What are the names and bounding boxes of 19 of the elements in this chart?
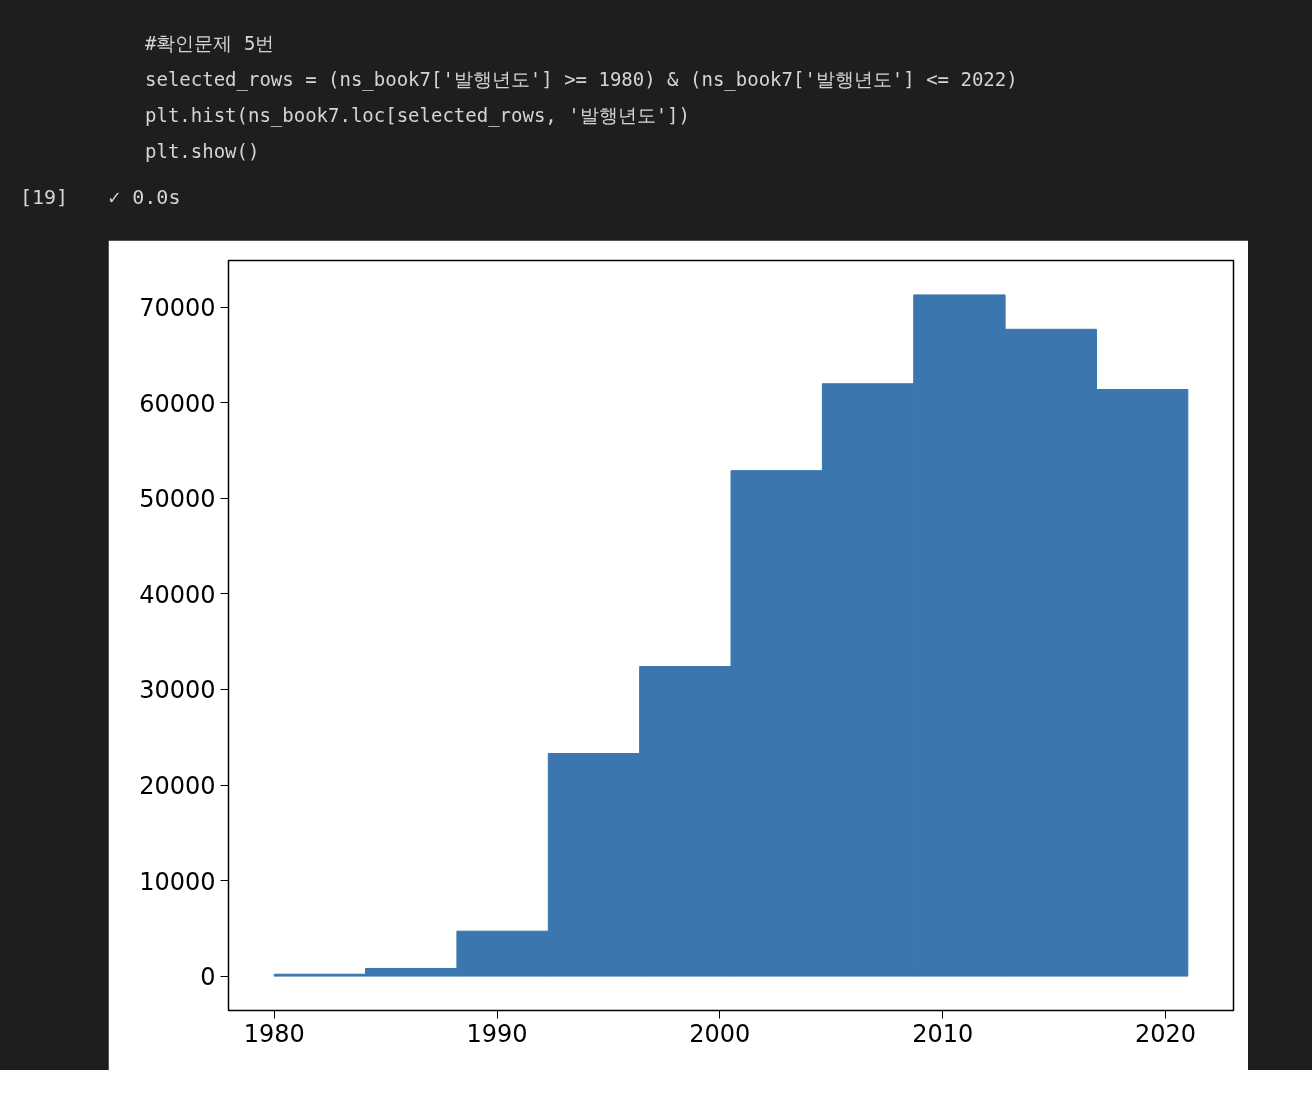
x-tick-label: 1990	[466, 1019, 528, 1048]
x-tick-label: 2020	[1135, 1019, 1197, 1048]
text: ✓ 0.0s	[108, 185, 181, 209]
text: plt.show()	[145, 139, 261, 164]
text: plt.hist(ns_book7.loc[selected_rows, '발행년도'])	[145, 103, 691, 129]
x-tick-label: 2000	[689, 1019, 751, 1048]
text: selected_rows = (ns_book7['발행년도'] >= 1980) & (ns_book7['발행년도'] <= 2022)	[145, 67, 1019, 93]
text: [19]	[20, 185, 69, 209]
y-tick-label: 50000	[139, 485, 216, 514]
x-tick-label: 2010	[912, 1019, 974, 1048]
y-tick-label: 60000	[139, 389, 216, 418]
y-tick-label: 30000	[139, 676, 216, 705]
x-tick-label: 1980	[243, 1019, 305, 1048]
text: #확인문제 5번	[145, 31, 276, 56]
y-tick-label: 0	[200, 963, 216, 992]
y-tick-label: 40000	[139, 580, 216, 609]
y-tick-label: 70000	[139, 294, 216, 323]
y-tick-label: 20000	[139, 772, 216, 801]
y-tick-label: 10000	[139, 867, 216, 896]
